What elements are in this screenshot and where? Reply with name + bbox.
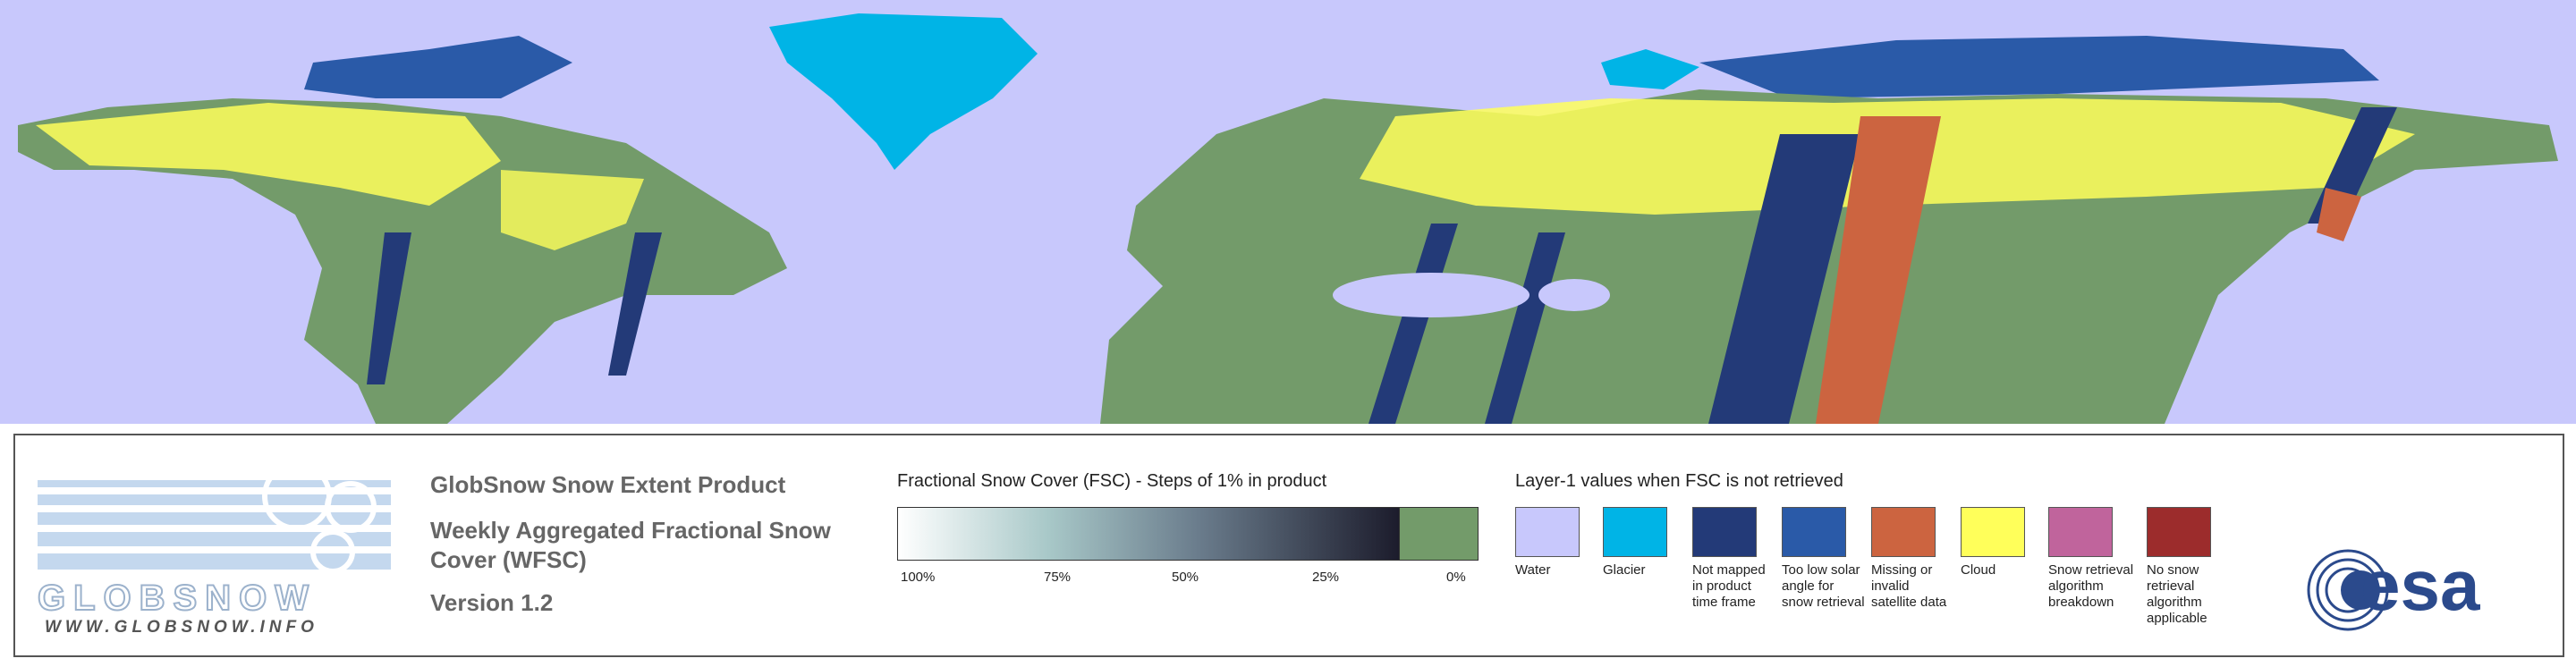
legend-label: Glacier bbox=[1603, 562, 1646, 578]
fsc-zero-swatch bbox=[1399, 507, 1479, 561]
missing-swath bbox=[1816, 116, 1941, 424]
legend-label: Not mapped in product time frame bbox=[1692, 562, 1766, 610]
logo-url: WWW.GLOBSNOW.INFO bbox=[45, 618, 318, 632]
legend-swatch bbox=[2048, 507, 2113, 557]
logo-name: GLOBSNOW bbox=[38, 578, 317, 618]
product-subtitle: Weekly Aggregated Fractional Snow Cover … bbox=[430, 517, 831, 573]
black-sea bbox=[1538, 279, 1610, 311]
fsc-title: Fractional Snow Cover (FSC) - Steps of 1… bbox=[897, 471, 1327, 491]
siberian-arctic bbox=[1699, 36, 2379, 98]
fsc-tick-label: 75% bbox=[1044, 570, 1072, 585]
legend-label: Cloud bbox=[1961, 562, 1996, 578]
globsnow-logo: GLOBSNOW WWW.GLOBSNOW.INFO bbox=[38, 461, 391, 632]
legend-label: Snow retrieval algorithm breakdown bbox=[2048, 562, 2134, 610]
svalbard bbox=[1601, 49, 1699, 89]
eu-stripe-2 bbox=[1485, 232, 1565, 424]
kamchatka-missing bbox=[2317, 188, 2361, 241]
legend-swatch bbox=[1782, 507, 1846, 557]
na-cloud bbox=[36, 103, 501, 206]
layer1-title: Layer-1 values when FSC is not retrieved bbox=[1515, 471, 1843, 491]
legend-swatch bbox=[2147, 507, 2211, 557]
fsc-tick-label: 25% bbox=[1312, 570, 1340, 585]
na-stripe bbox=[367, 232, 411, 384]
esa-logo: esa bbox=[2307, 547, 2480, 631]
eu-swath bbox=[1708, 134, 1860, 424]
fsc-gradient bbox=[897, 507, 1400, 561]
mediterranean bbox=[1333, 273, 1530, 317]
legend-swatch bbox=[1871, 507, 1936, 557]
fsc-tick-label: 100% bbox=[901, 570, 936, 585]
legend-panel: GLOBSNOW WWW.GLOBSNOW.INFO GlobSnow Snow… bbox=[13, 434, 2564, 657]
greenland bbox=[769, 13, 1038, 170]
fsc-tick-label: 0% bbox=[1446, 570, 1466, 585]
fsc-tick-label: 50% bbox=[1172, 570, 1199, 585]
legend-label: Water bbox=[1515, 562, 1551, 578]
legend-swatch bbox=[1692, 507, 1757, 557]
legend-label: No snow retrieval algorithm applicable bbox=[2147, 562, 2207, 626]
product-version: Version 1.2 bbox=[430, 589, 554, 616]
na-cloud-2 bbox=[501, 170, 644, 250]
esa-text: esa bbox=[2360, 547, 2480, 625]
legend-swatch bbox=[1961, 507, 2025, 557]
arctic-archipelago bbox=[304, 36, 572, 98]
snow-map bbox=[0, 0, 2576, 424]
legend-swatch bbox=[1603, 507, 1667, 557]
legend-label: Too low solar angle for snow retrieval bbox=[1782, 562, 1865, 610]
legend-label: Missing or invalid satellite data bbox=[1871, 562, 1947, 610]
na-stripe-2 bbox=[608, 232, 662, 376]
legend-swatch bbox=[1515, 507, 1580, 557]
product-title: GlobSnow Snow Extent Product bbox=[430, 471, 786, 498]
